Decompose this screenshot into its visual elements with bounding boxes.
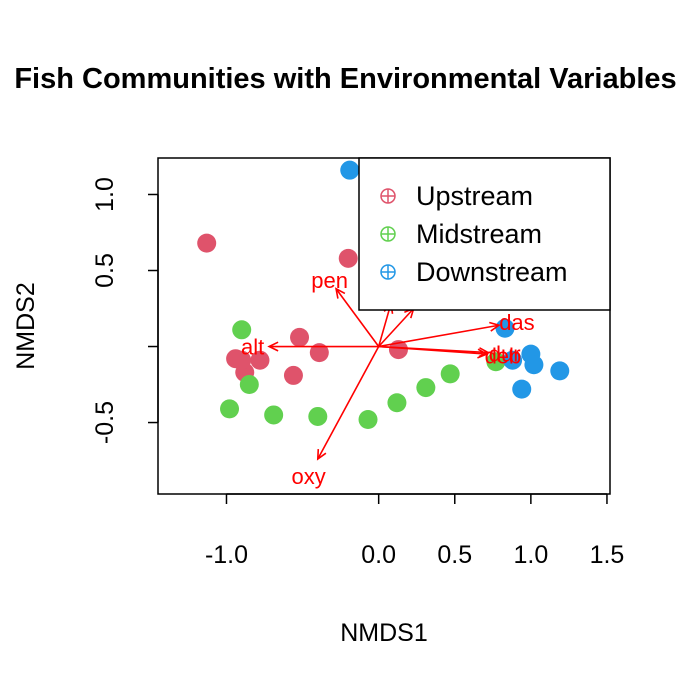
legend-label: Downstream [416, 257, 568, 287]
vector-label-oxy: oxy [292, 464, 326, 489]
point-upstream [283, 365, 303, 385]
y-tick-label: -0.5 [91, 401, 119, 444]
point-midstream [387, 393, 407, 413]
vector-arrow [378, 345, 487, 355]
point-upstream [388, 340, 408, 360]
point-downstream [495, 318, 515, 338]
point-midstream [440, 364, 460, 384]
legend-item-upstream: Upstream [380, 181, 533, 211]
point-upstream [338, 248, 358, 268]
point-downstream [503, 350, 523, 370]
point-midstream [239, 375, 259, 395]
x-tick-label: 0.5 [437, 541, 472, 569]
vector-label-dur: dur [489, 342, 521, 367]
point-midstream [264, 405, 284, 425]
point-midstream [220, 399, 240, 419]
vector-arrowhead [477, 348, 489, 359]
point-downstream [524, 355, 544, 375]
vector-arrow [335, 288, 380, 347]
point-upstream [232, 350, 252, 370]
point-upstream [309, 343, 329, 363]
vector-arrow [378, 307, 415, 348]
vector-label-das: das [499, 310, 534, 335]
point-upstream [290, 327, 310, 347]
y-axis: -0.5 0.5 1.0 [91, 177, 159, 444]
y-tick-label: 0.5 [91, 253, 119, 288]
x-axis: -1.0 0.0 0.5 1.0 1.5 [205, 493, 625, 569]
y-tick-label: 1.0 [91, 177, 119, 212]
legend-label: Midstream [416, 219, 542, 249]
x-tick-label: 1.5 [590, 541, 625, 569]
vector-arrow [378, 324, 500, 348]
point-downstream [550, 361, 570, 381]
legend-item-downstream: Downstream [380, 257, 568, 287]
point-upstream [250, 350, 270, 370]
chart-title: Fish Communities with Environmental Vari… [14, 63, 676, 95]
point-midstream [486, 352, 506, 372]
legend-entries: Upstream Midstream Downstream [380, 181, 568, 287]
vector-label-alt: alt [241, 335, 264, 360]
point-upstream [197, 233, 217, 253]
vector-arrow [377, 303, 392, 347]
vector-arrowhead [316, 449, 327, 461]
vector-arrowhead [334, 287, 346, 299]
point-midstream [308, 406, 328, 426]
vector-arrowhead [267, 341, 279, 352]
legend: Upstream Midstream Downstream [358, 157, 611, 311]
vector-arrow [317, 346, 380, 460]
vector-arrowhead [489, 321, 501, 332]
point-midstream [416, 378, 436, 398]
point-midstream [358, 410, 378, 430]
legend-item-midstream: Midstream [380, 219, 542, 249]
point-downstream [340, 160, 360, 180]
x-tick-label: -1.0 [205, 541, 248, 569]
legend-label: Upstream [416, 181, 533, 211]
vector-label-deb: deb [485, 343, 522, 368]
point-midstream [232, 320, 252, 340]
point-downstream [512, 379, 532, 399]
vector-label-pen: pen [311, 268, 348, 293]
x-axis-label: NMDS1 [340, 619, 428, 647]
y-axis-label: NMDS2 [12, 282, 40, 370]
x-tick-label: 1.0 [513, 541, 548, 569]
legend-box [358, 157, 611, 311]
points-layer [197, 160, 570, 430]
x-tick-label: 0.0 [361, 541, 396, 569]
